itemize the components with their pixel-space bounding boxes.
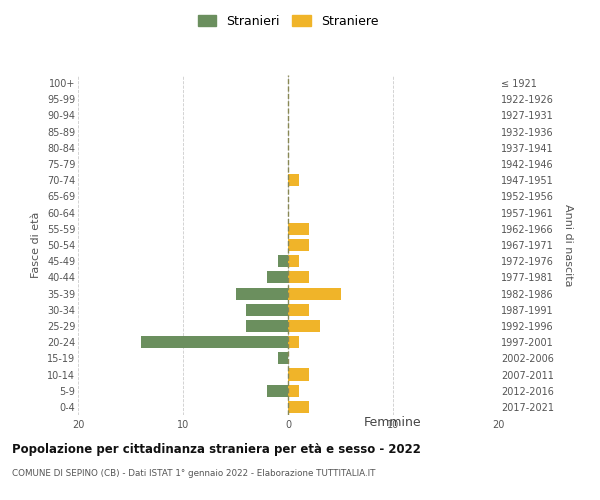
- Bar: [235, 288, 288, 300]
- Y-axis label: Anni di nascita: Anni di nascita: [563, 204, 573, 286]
- Text: COMUNE DI SEPINO (CB) - Dati ISTAT 1° gennaio 2022 - Elaborazione TUTTITALIA.IT: COMUNE DI SEPINO (CB) - Dati ISTAT 1° ge…: [12, 469, 376, 478]
- Bar: [141, 336, 288, 348]
- Bar: [277, 255, 288, 268]
- Bar: [288, 384, 299, 397]
- Bar: [246, 320, 288, 332]
- Bar: [277, 352, 288, 364]
- Bar: [288, 174, 299, 186]
- Bar: [288, 368, 309, 380]
- Bar: [288, 255, 299, 268]
- Legend: Stranieri, Straniere: Stranieri, Straniere: [194, 11, 382, 32]
- Bar: [288, 222, 309, 235]
- Bar: [288, 320, 320, 332]
- Bar: [288, 336, 299, 348]
- Bar: [288, 239, 309, 251]
- Bar: [246, 304, 288, 316]
- Bar: [288, 272, 309, 283]
- Y-axis label: Fasce di età: Fasce di età: [31, 212, 41, 278]
- Bar: [288, 401, 309, 413]
- Bar: [267, 384, 288, 397]
- Bar: [288, 288, 341, 300]
- Bar: [288, 304, 309, 316]
- Bar: [267, 272, 288, 283]
- Text: Popolazione per cittadinanza straniera per età e sesso - 2022: Popolazione per cittadinanza straniera p…: [12, 442, 421, 456]
- Text: Femmine: Femmine: [364, 416, 422, 428]
